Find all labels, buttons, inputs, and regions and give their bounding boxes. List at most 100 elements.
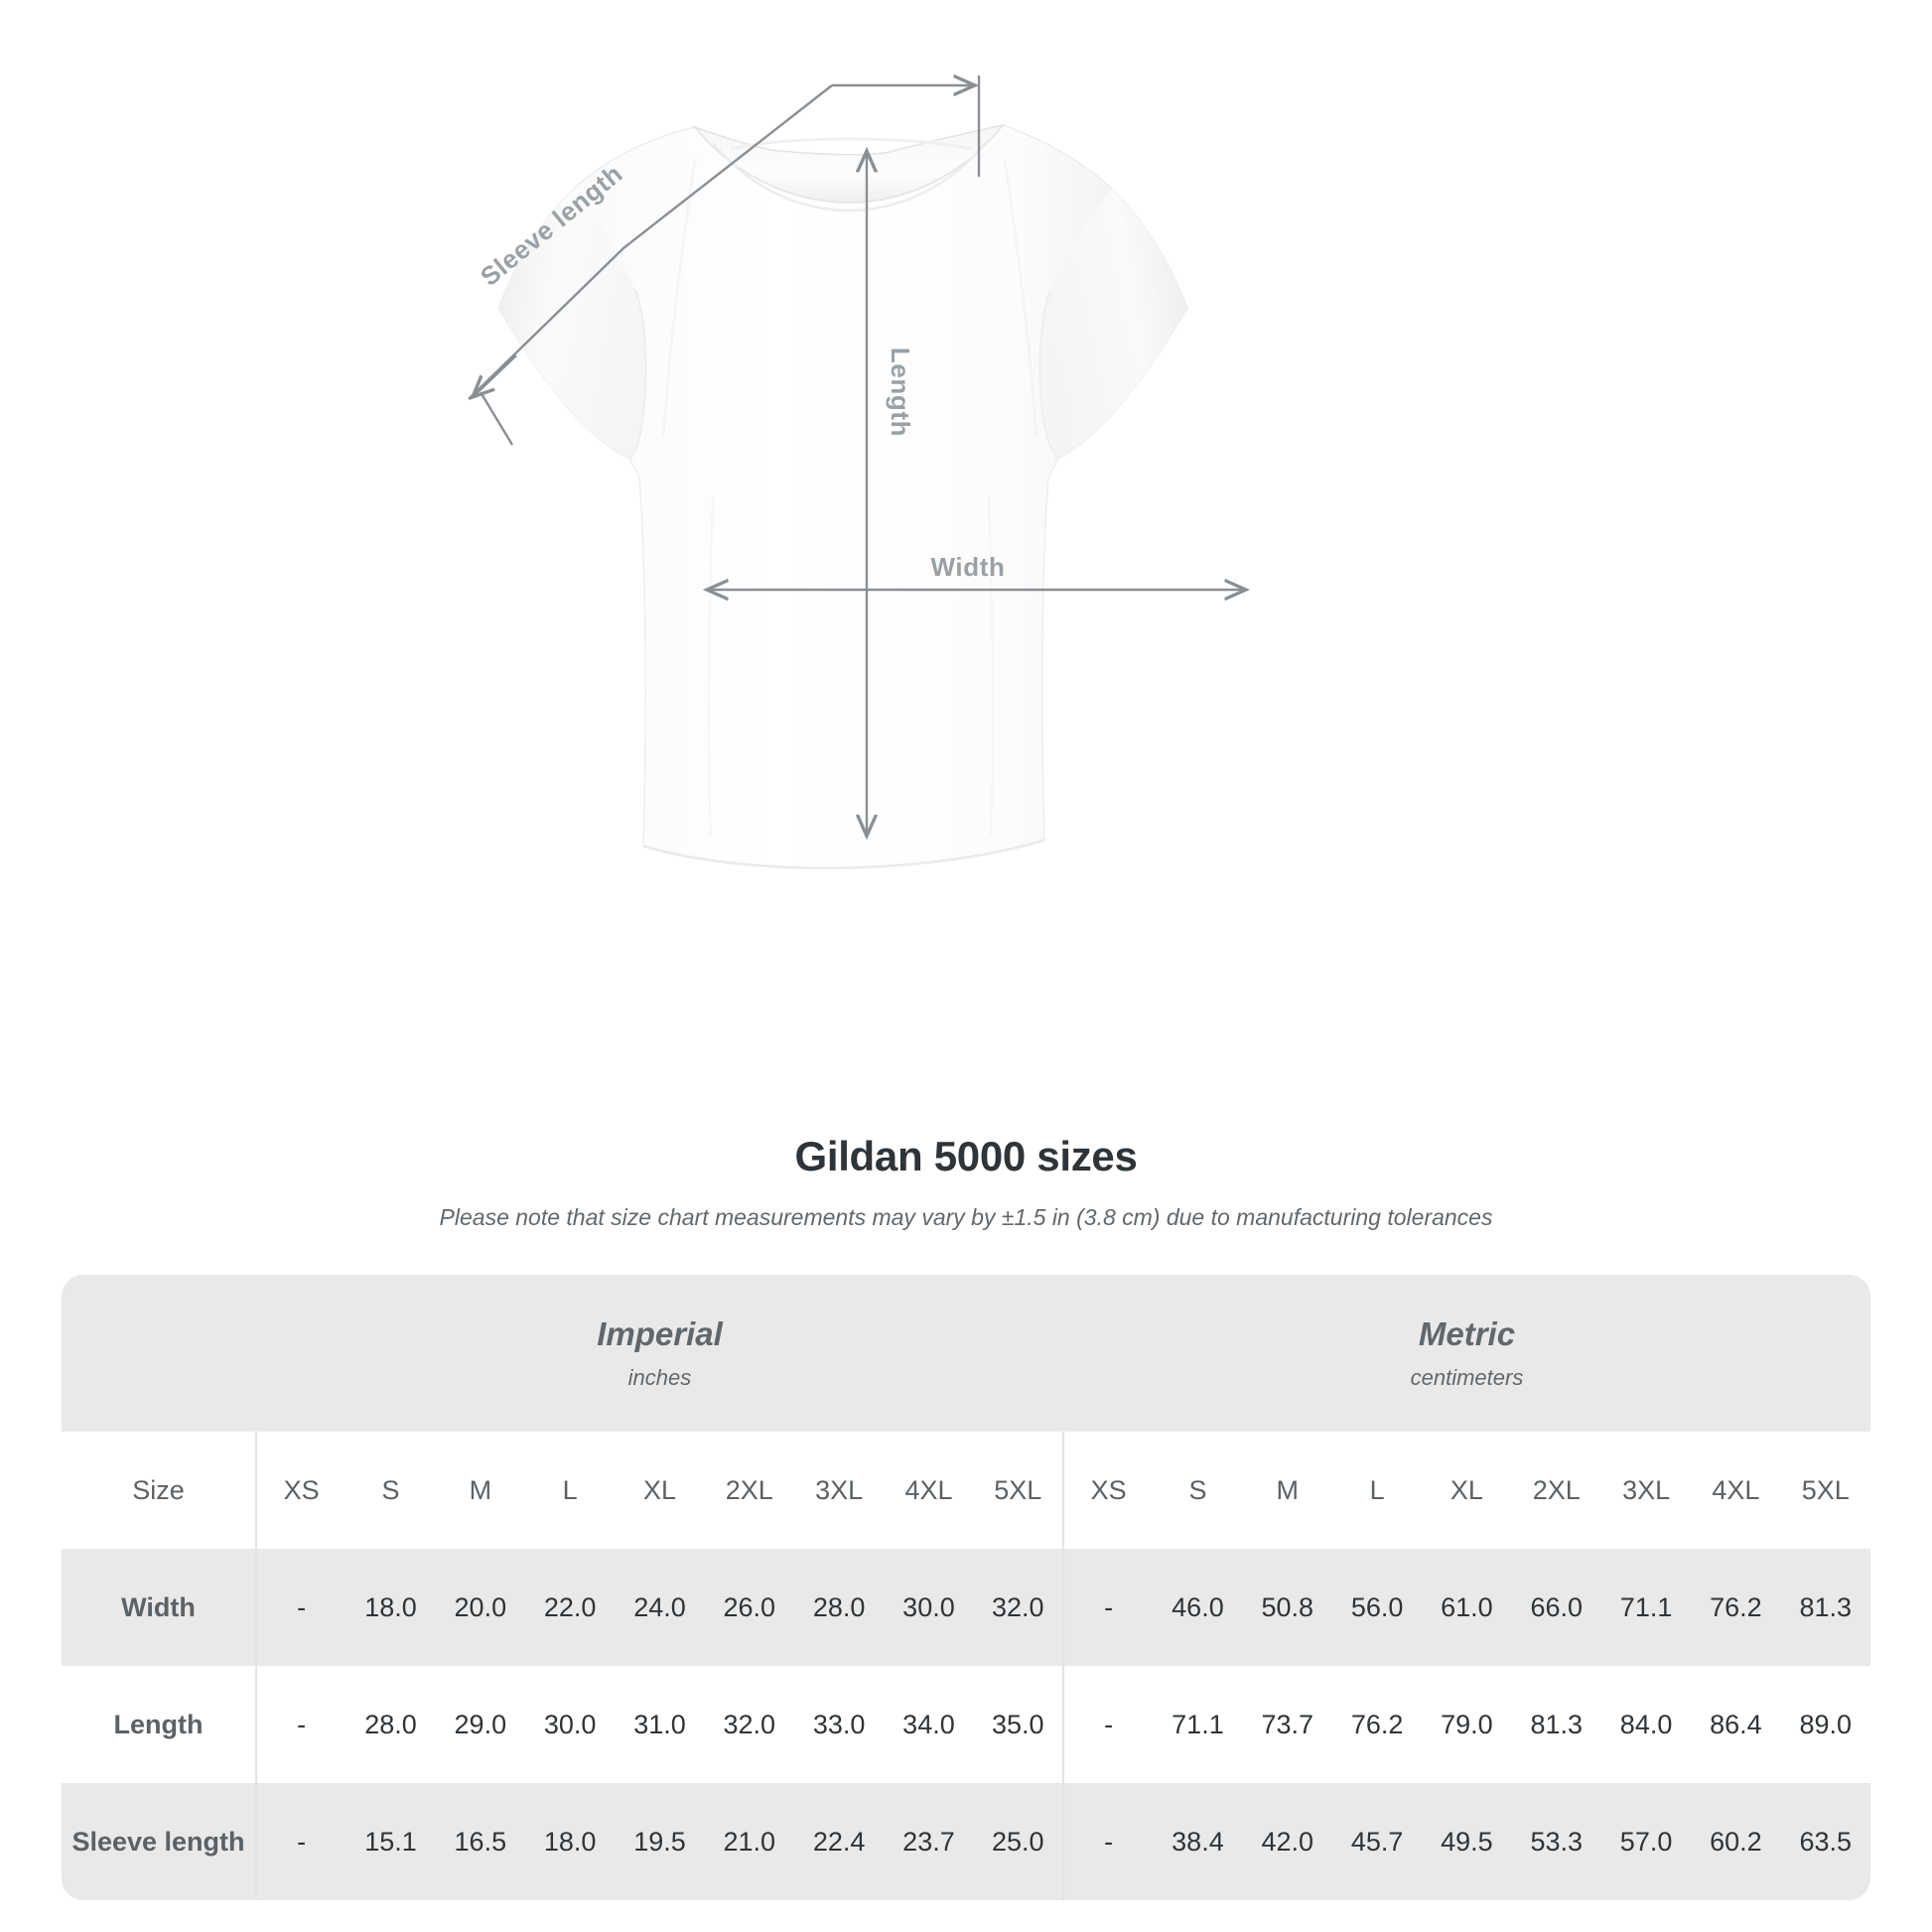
unit-name: Metric [1418, 1314, 1516, 1352]
cell-sleeve-length-imperial-xs: - [254, 1783, 346, 1900]
cell-length-imperial-s: 28.0 [345, 1666, 436, 1783]
cell-length-imperial-4xl: 34.0 [884, 1666, 974, 1783]
sleeve-diagonal-upper [622, 84, 833, 249]
unit-subtitle: inches [627, 1365, 692, 1391]
column-header-imperial-3xl: 3XL [793, 1432, 885, 1549]
cell-width-imperial-l: 22.0 [524, 1549, 616, 1666]
table-row: Width -18.0 20.0 22.0 24.0 26.0 28.0 30.0 32.0-4… [62, 1549, 1870, 1666]
cell-width-metric-5xl: 81.3 [1780, 1549, 1870, 1666]
unit-banner-spacer [62, 1275, 256, 1432]
cell-length-imperial-xl: 31.0 [615, 1666, 705, 1783]
cell-width-imperial-5xl: 32.0 [973, 1549, 1063, 1666]
cell-width-imperial-2xl: 26.0 [704, 1549, 794, 1666]
cell-length-metric-4xl: 86.4 [1691, 1666, 1781, 1783]
cell-width-metric-xl: 61.0 [1422, 1549, 1512, 1666]
table-row: Sleeve length -15.1 16.5 18.0 19.5 21.0 22.4 23… [62, 1783, 1870, 1900]
page-title: Gildan 5000 sizes [794, 1133, 1138, 1179]
cell-length-metric-s: 71.1 [1153, 1666, 1243, 1783]
size-header-row: Size XS S M L XL 2XL 3XL 4XL 5XL XS S M L XL 2XL 3XL 4XL 5… [62, 1432, 1870, 1549]
title-block: Gildan 5000 sizes Please note that size … [0, 1132, 1932, 1233]
column-header-metric-5xl: 5XL [1780, 1432, 1870, 1549]
column-header-imperial-2xl: 2XL [704, 1432, 794, 1549]
cell-width-metric-xs: - [1061, 1549, 1154, 1666]
cell-sleeve-length-imperial-2xl: 21.0 [704, 1783, 794, 1900]
unit-subtitle: centimeters [1410, 1365, 1524, 1391]
column-header-metric-l: L [1331, 1432, 1423, 1549]
unit-group-metric: Metric centimeters [1062, 1275, 1870, 1432]
cell-length-metric-2xl: 81.3 [1511, 1666, 1601, 1783]
cell-sleeve-length-metric-m: 42.0 [1242, 1783, 1332, 1900]
cell-length-imperial-3xl: 33.0 [793, 1666, 885, 1783]
cell-sleeve-length-imperial-5xl: 25.0 [973, 1783, 1063, 1900]
cell-sleeve-length-metric-xl: 49.5 [1422, 1783, 1512, 1900]
unit-group-imperial: Imperial inches [256, 1275, 1063, 1432]
size-table: Imperial inches Metric centimeters Size XS S M L… [62, 1275, 1870, 1900]
cell-sleeve-length-imperial-xl: 19.5 [615, 1783, 705, 1900]
column-header-metric-xl: XL [1422, 1432, 1512, 1549]
row-label-sleeve-length: Sleeve length [62, 1783, 256, 1900]
column-header-metric-2xl: 2XL [1511, 1432, 1601, 1549]
column-header-imperial-5xl: 5XL [973, 1432, 1063, 1549]
column-header-metric-m: M [1242, 1432, 1332, 1549]
cell-width-imperial-m: 20.0 [435, 1549, 525, 1666]
page-subtitle: Please note that size chart measurements… [439, 1204, 1493, 1231]
cell-sleeve-length-imperial-l: 18.0 [524, 1783, 616, 1900]
cell-length-imperial-m: 29.0 [435, 1666, 525, 1783]
unit-name: Imperial [597, 1314, 723, 1352]
sleeve-hem-tick [479, 391, 514, 446]
row-label-width: Width [62, 1549, 256, 1666]
cell-sleeve-length-metric-2xl: 53.3 [1511, 1783, 1601, 1900]
cell-width-metric-s: 46.0 [1153, 1549, 1243, 1666]
cell-width-imperial-xl: 24.0 [615, 1549, 705, 1666]
cell-length-metric-m: 73.7 [1242, 1666, 1332, 1783]
column-header-metric-4xl: 4XL [1691, 1432, 1781, 1549]
cell-sleeve-length-imperial-3xl: 22.4 [793, 1783, 885, 1900]
cell-length-imperial-2xl: 32.0 [704, 1666, 794, 1783]
cell-sleeve-length-metric-l: 45.7 [1331, 1783, 1423, 1900]
cell-width-imperial-s: 18.0 [345, 1549, 436, 1666]
column-header-size: Size [62, 1432, 256, 1549]
column-header-imperial-4xl: 4XL [884, 1432, 974, 1549]
cell-length-metric-3xl: 84.0 [1600, 1666, 1692, 1783]
cell-length-metric-l: 76.2 [1331, 1666, 1423, 1783]
cell-width-metric-m: 50.8 [1242, 1549, 1332, 1666]
sleeve-hem-arrow [473, 354, 517, 397]
column-header-imperial-xl: XL [615, 1432, 705, 1549]
cell-width-metric-4xl: 76.2 [1691, 1549, 1781, 1666]
cell-sleeve-length-imperial-m: 16.5 [435, 1783, 525, 1900]
cell-sleeve-length-metric-4xl: 60.2 [1691, 1783, 1781, 1900]
cell-sleeve-length-metric-xs: - [1061, 1783, 1154, 1900]
sleeve-diagonal-lower [468, 247, 624, 400]
cell-length-metric-xs: - [1061, 1666, 1154, 1783]
cell-width-metric-2xl: 66.0 [1511, 1549, 1601, 1666]
cell-length-metric-xl: 79.0 [1422, 1666, 1512, 1783]
column-header-metric-s: S [1153, 1432, 1243, 1549]
tshirt-illustration [497, 123, 1188, 870]
column-header-imperial-xs: XS [254, 1432, 346, 1549]
width-label: Width [931, 552, 1006, 582]
cell-sleeve-length-imperial-s: 15.1 [345, 1783, 436, 1900]
cell-length-imperial-l: 30.0 [524, 1666, 616, 1783]
cell-sleeve-length-imperial-4xl: 23.7 [884, 1783, 974, 1900]
row-label-length: Length [62, 1666, 256, 1783]
length-label: Length [886, 347, 915, 437]
size-table-container: Imperial inches Metric centimeters Size XS S M L… [62, 1275, 1870, 1900]
cell-length-imperial-xs: - [254, 1666, 346, 1783]
cell-length-imperial-5xl: 35.0 [973, 1666, 1063, 1783]
cell-width-imperial-xs: - [254, 1549, 346, 1666]
cell-width-metric-l: 56.0 [1331, 1549, 1423, 1666]
unit-banner-row: Imperial inches Metric centimeters [62, 1275, 1870, 1432]
cell-sleeve-length-metric-3xl: 57.0 [1600, 1783, 1692, 1900]
tshirt-diagram: Sleeve length Length Width [468, 0, 1932, 870]
cell-sleeve-length-metric-s: 38.4 [1153, 1783, 1243, 1900]
sleeve-length-measure [468, 75, 981, 446]
column-header-metric-xs: XS [1061, 1432, 1154, 1549]
cell-width-imperial-3xl: 28.0 [793, 1549, 885, 1666]
column-header-imperial-s: S [345, 1432, 436, 1549]
table-row: Length -28.0 29.0 30.0 31.0 32.0 33.0 34.0 35.0-… [62, 1666, 1870, 1783]
column-header-metric-3xl: 3XL [1600, 1432, 1692, 1549]
cell-width-imperial-4xl: 30.0 [884, 1549, 974, 1666]
column-header-imperial-l: L [524, 1432, 616, 1549]
cell-length-metric-5xl: 89.0 [1780, 1666, 1870, 1783]
